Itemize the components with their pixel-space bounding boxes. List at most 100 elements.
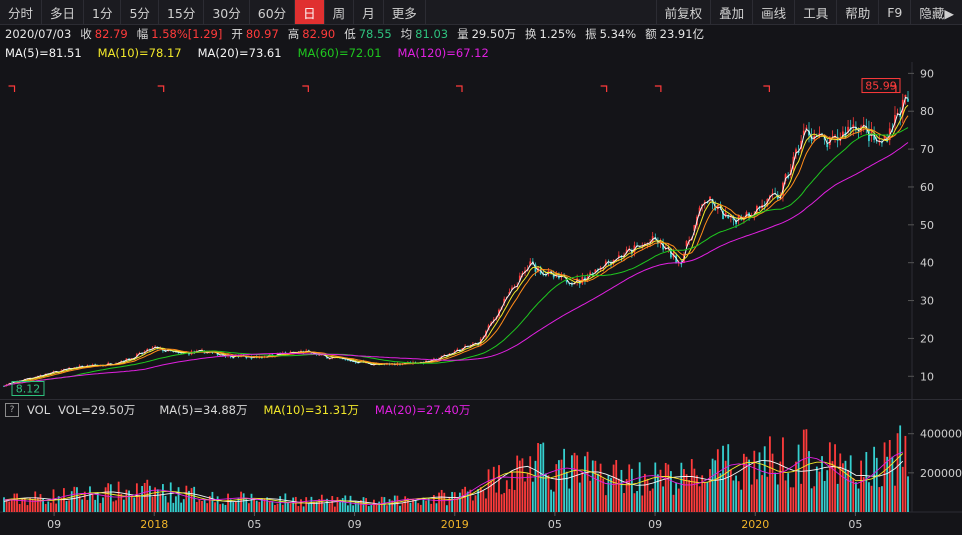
ma120-legend: MA(120)=67.12 bbox=[397, 46, 489, 60]
volume-bar bbox=[565, 471, 568, 512]
high-value: 82.90 bbox=[302, 27, 336, 41]
volume-bar bbox=[89, 486, 91, 512]
volume-bar bbox=[453, 492, 456, 512]
volume-bar bbox=[727, 444, 730, 512]
event-flag-4 bbox=[600, 85, 608, 92]
candle-body bbox=[795, 149, 797, 154]
volume-bar bbox=[65, 501, 68, 512]
volume-bar bbox=[133, 497, 136, 512]
volume-bar bbox=[868, 482, 870, 512]
volume-bar bbox=[112, 501, 115, 512]
volume-bar bbox=[391, 500, 394, 512]
volume-bar bbox=[55, 503, 58, 512]
tool-button-4[interactable]: 帮助 bbox=[836, 0, 878, 24]
volume-bar bbox=[456, 497, 459, 512]
close-value: 82.79 bbox=[94, 27, 128, 41]
volume-bar bbox=[670, 471, 672, 512]
volume-bar bbox=[558, 460, 560, 512]
volume-bar bbox=[378, 501, 381, 512]
period-tab-9[interactable]: 月 bbox=[354, 0, 384, 24]
period-tab-4[interactable]: 15分 bbox=[159, 0, 205, 24]
volume-bar bbox=[612, 464, 615, 512]
volume-bar bbox=[78, 495, 81, 512]
volume-bar bbox=[498, 465, 500, 512]
volume-bar bbox=[245, 499, 248, 512]
volume-bar bbox=[159, 493, 162, 512]
price-tick-label-4: 50 bbox=[920, 219, 934, 232]
candle-body bbox=[904, 94, 907, 98]
volume-bar bbox=[438, 492, 440, 512]
period-tab-2[interactable]: 1分 bbox=[84, 0, 122, 24]
period-tab-8[interactable]: 周 bbox=[325, 0, 355, 24]
low-value: 78.55 bbox=[358, 27, 392, 41]
volume-bar bbox=[703, 482, 706, 512]
period-tab-10[interactable]: 更多 bbox=[384, 0, 426, 24]
volume-label: 量 bbox=[457, 27, 469, 41]
volume-bar bbox=[305, 497, 308, 512]
price-tick-label-0: 10 bbox=[920, 370, 934, 383]
tool-button-1[interactable]: 叠加 bbox=[710, 0, 752, 24]
volume-bar bbox=[289, 503, 292, 512]
candle-body bbox=[675, 255, 678, 264]
volume-bar bbox=[16, 493, 18, 512]
tool-button-0[interactable]: 前复权 bbox=[655, 0, 711, 24]
candle-body bbox=[894, 115, 896, 124]
volume-ma10-legend: MA(10)=31.31万 bbox=[263, 403, 359, 417]
volume-bar bbox=[49, 502, 52, 512]
volume-bar bbox=[531, 481, 534, 512]
volume-bar bbox=[862, 477, 865, 512]
volume-bar bbox=[552, 491, 555, 512]
volume-bar bbox=[221, 503, 224, 512]
price-tick-label-7: 80 bbox=[920, 105, 934, 118]
volume-bar bbox=[860, 460, 863, 512]
volume-bar bbox=[29, 497, 31, 512]
volume-bar bbox=[628, 464, 631, 512]
volume-bar bbox=[657, 474, 659, 512]
volume-tick-label-1: 400000 bbox=[920, 428, 962, 441]
period-tab-7[interactable]: 日 bbox=[295, 0, 325, 24]
period-tab-0[interactable]: 分时 bbox=[0, 0, 43, 24]
period-tab-6[interactable]: 60分 bbox=[250, 0, 296, 24]
period-tab-1[interactable]: 多日 bbox=[42, 0, 85, 24]
volume-bar bbox=[615, 460, 618, 512]
volume-bar bbox=[714, 460, 717, 512]
volume-bar bbox=[414, 500, 417, 512]
volume-bar bbox=[594, 460, 597, 512]
volume-bar bbox=[602, 478, 605, 512]
volume-bar bbox=[451, 491, 453, 512]
volume-bar bbox=[21, 497, 24, 512]
period-tab-5[interactable]: 30分 bbox=[204, 0, 250, 24]
volume-bar bbox=[547, 475, 550, 512]
tool-button-2[interactable]: 画线 bbox=[752, 0, 794, 24]
period-tab-3[interactable]: 5分 bbox=[121, 0, 159, 24]
volume-panel-toggle[interactable]: ? bbox=[5, 403, 19, 417]
volume-bar bbox=[323, 503, 326, 512]
volume-bar bbox=[258, 501, 261, 512]
low-label: 低 bbox=[344, 27, 356, 41]
tool-button-3[interactable]: 工具 bbox=[794, 0, 836, 24]
volume-bar bbox=[542, 442, 545, 512]
volume-bar bbox=[255, 500, 258, 512]
volume-bar bbox=[568, 488, 571, 512]
volume-bar bbox=[39, 494, 42, 512]
volume-bar bbox=[386, 505, 388, 512]
volume-bar bbox=[584, 456, 586, 512]
volume-ma5-legend: MA(5)=34.88万 bbox=[159, 403, 248, 417]
volume-bar bbox=[630, 468, 633, 512]
volume-bar bbox=[83, 491, 86, 512]
candle-body bbox=[352, 361, 354, 363]
candle-body bbox=[808, 130, 810, 136]
volume-bar bbox=[247, 503, 250, 512]
volume-bar bbox=[623, 493, 625, 512]
volume-bar bbox=[120, 494, 123, 512]
volume-bar bbox=[787, 473, 790, 512]
volume-bar bbox=[175, 496, 177, 512]
volume-bar bbox=[672, 494, 675, 512]
volume-bar bbox=[10, 500, 13, 512]
volume-bar bbox=[688, 480, 691, 512]
tool-button-6[interactable]: 隐藏▶ bbox=[910, 0, 962, 24]
candle-body bbox=[873, 133, 876, 140]
tool-button-5[interactable]: F9 bbox=[878, 0, 910, 24]
high-marker-label: 85.99 bbox=[865, 80, 897, 93]
